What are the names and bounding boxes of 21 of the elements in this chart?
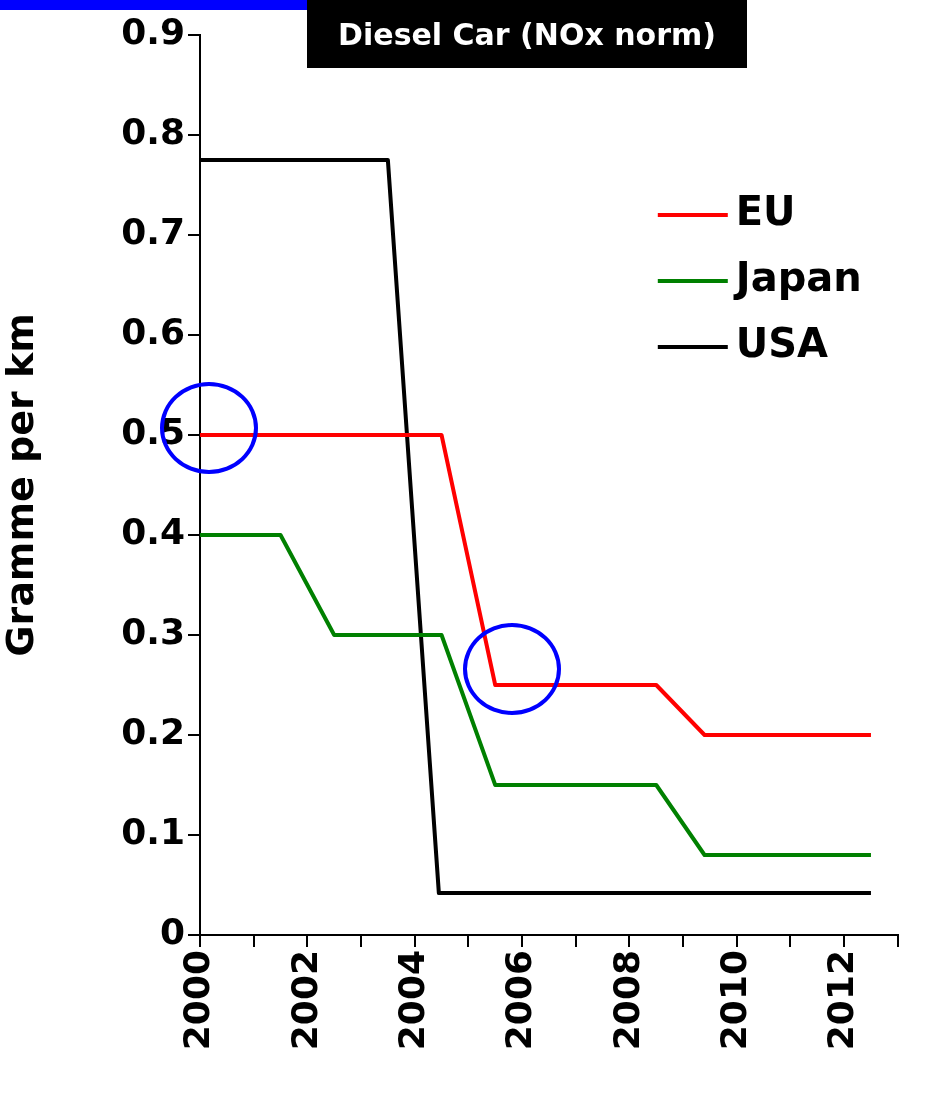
legend-label: Japan xyxy=(732,254,862,301)
y-tick-label: 0.7 xyxy=(121,211,185,253)
x-tick-label: 2010 xyxy=(713,950,755,1051)
y-tick-label: 0 xyxy=(159,911,185,953)
legend-label: EU xyxy=(735,188,796,235)
chart-title: Diesel Car (NOx norm) xyxy=(307,0,747,68)
y-tick-label: 0.8 xyxy=(121,111,185,153)
x-tick-label: 2006 xyxy=(498,950,540,1051)
x-tick-label: 2000 xyxy=(176,950,218,1051)
legend-label: USA xyxy=(735,320,829,367)
x-tick-label: 2012 xyxy=(820,950,862,1051)
y-tick-label: 0.1 xyxy=(121,811,185,853)
y-tick-label: 0.2 xyxy=(121,711,185,753)
y-tick-label: 0.3 xyxy=(121,611,185,653)
y-tick-label: 0.4 xyxy=(121,511,185,553)
x-tick-label: 2008 xyxy=(605,950,647,1051)
y-tick-label: 0.6 xyxy=(121,311,185,353)
x-tick-label: 2002 xyxy=(283,950,325,1051)
x-tick-label: 2004 xyxy=(391,950,433,1051)
y-axis-title: Gramme per km xyxy=(0,313,42,657)
y-tick-label: 0.9 xyxy=(121,11,185,53)
